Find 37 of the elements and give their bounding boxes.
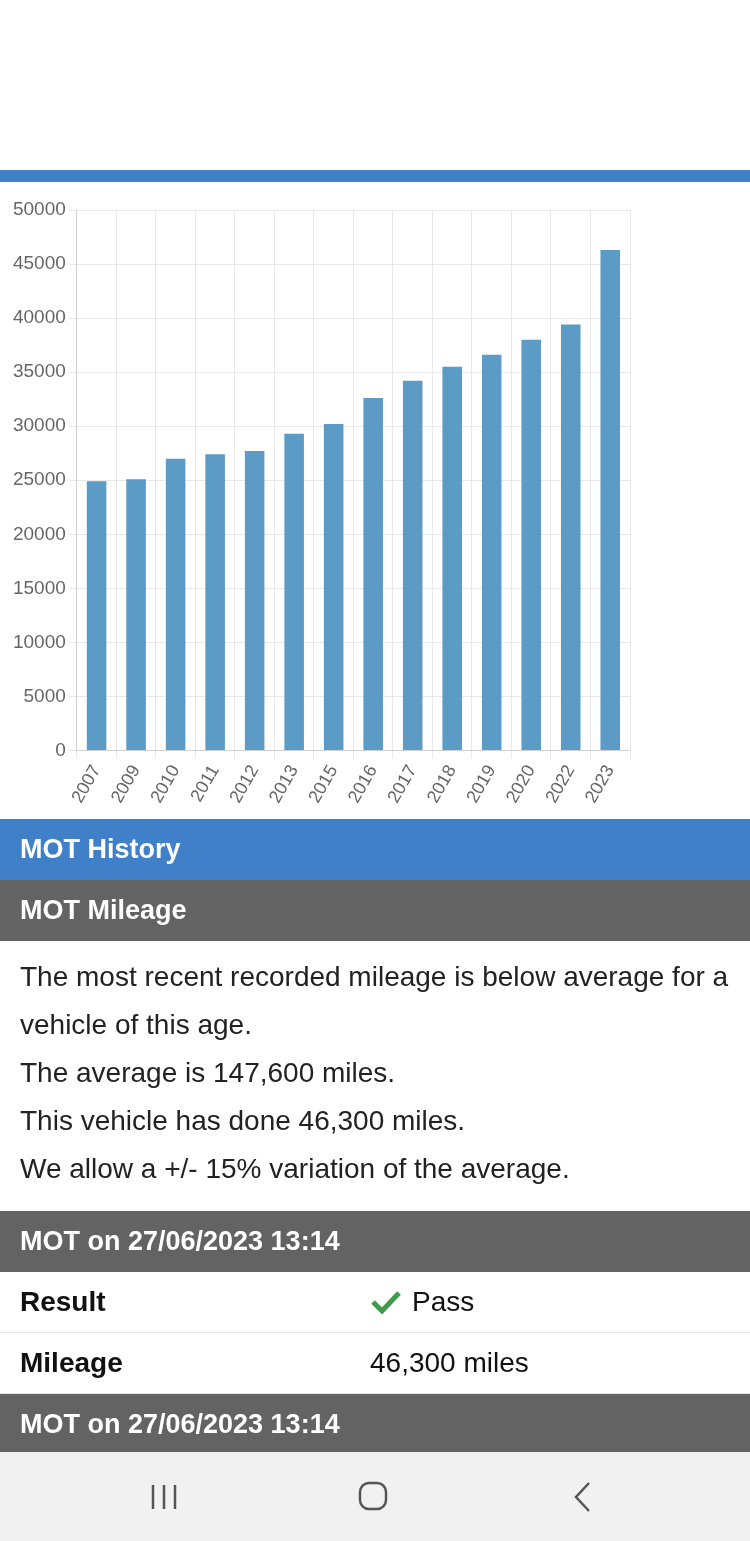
y-tick-label: 40000 xyxy=(12,306,66,328)
text: The most recent recorded mileage is below average for a vehicle of this age. xyxy=(19,960,730,1042)
text: Mileage xyxy=(19,1347,124,1379)
text: 46,300 miles xyxy=(370,1347,529,1379)
text: This vehicle has done 46,300 miles. xyxy=(19,1104,467,1138)
bar xyxy=(363,398,383,751)
text: We allow a +/- 15% variation of the average. xyxy=(19,1152,571,1186)
bar xyxy=(560,324,581,751)
text: Result xyxy=(19,1286,107,1318)
y-tick-label: 20000 xyxy=(12,522,66,544)
y-tick-label: 35000 xyxy=(12,360,66,382)
y-tick-label: 10000 xyxy=(12,630,66,652)
bar xyxy=(86,481,107,751)
bar xyxy=(402,380,423,751)
y-tick-label: 15000 xyxy=(12,576,66,598)
text: MOT on 27/06/2023 13:14 xyxy=(0,1211,750,1272)
bar xyxy=(284,433,304,751)
text: MOT Mileage xyxy=(0,880,750,941)
bar xyxy=(205,454,225,751)
bar xyxy=(600,250,621,751)
bar xyxy=(521,339,541,751)
bar xyxy=(481,354,502,751)
text: The average is 147,600 miles. xyxy=(19,1056,397,1090)
y-tick-label: 50000 xyxy=(12,198,66,220)
bar xyxy=(323,424,344,751)
y-tick-label: 25000 xyxy=(12,468,66,490)
y-tick-label: 5000 xyxy=(23,684,66,706)
text: Pass xyxy=(412,1286,475,1318)
y-tick-label: 0 xyxy=(55,738,66,760)
y-tick-label: 45000 xyxy=(12,252,66,274)
text: MOT on 27/06/2023 13:14 xyxy=(0,1394,750,1455)
bar xyxy=(126,479,146,751)
bar xyxy=(165,458,186,751)
bar xyxy=(442,366,462,751)
bar xyxy=(244,451,265,751)
y-tick-label: 30000 xyxy=(12,414,66,436)
text: MOT History xyxy=(0,819,750,880)
